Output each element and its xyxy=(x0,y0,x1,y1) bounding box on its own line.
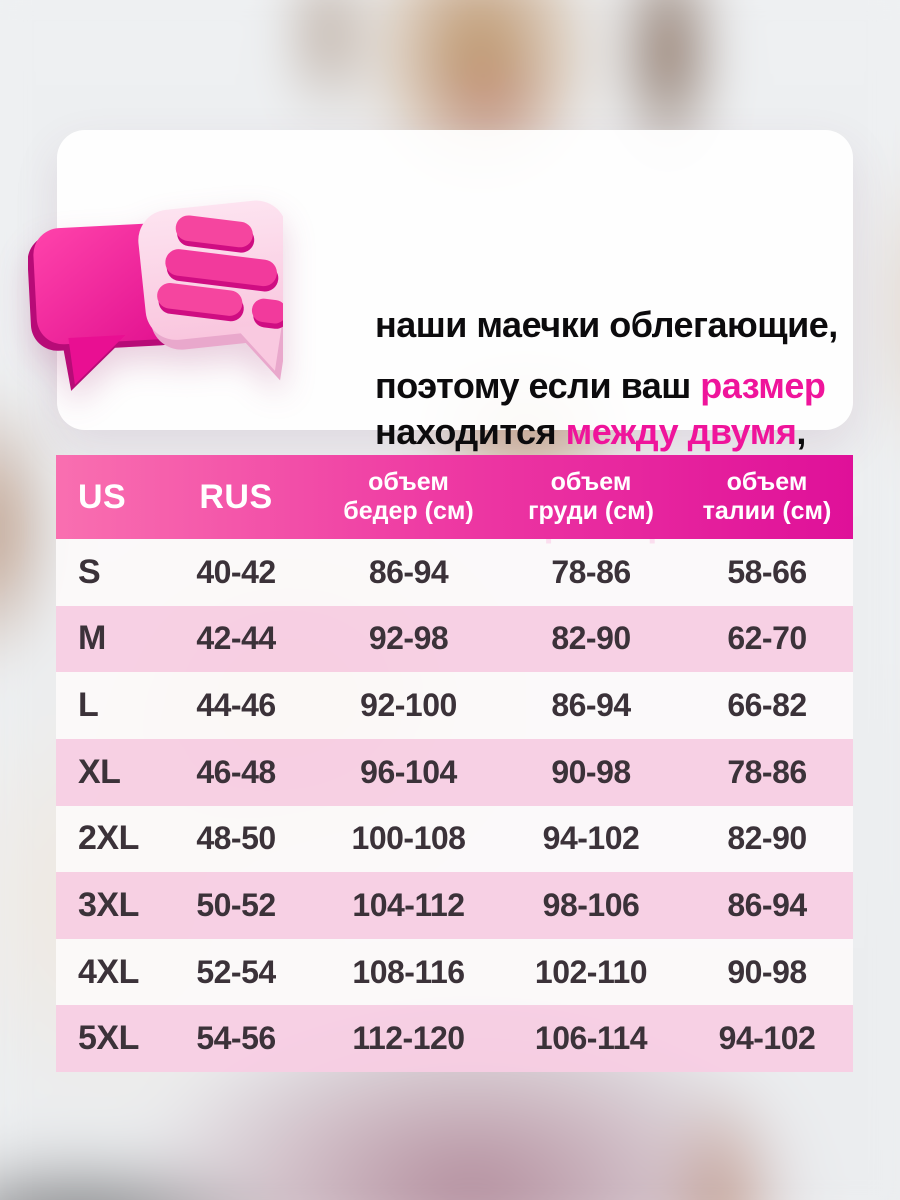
hips-cell: 108-116 xyxy=(352,953,465,990)
size-label-cell: 4XL xyxy=(78,952,139,991)
chest-cell: 106-114 xyxy=(534,1020,648,1057)
waist-cell: 66-82 xyxy=(727,687,807,724)
headline-black-text: наши маечки облегающие, xyxy=(375,304,838,345)
table-row: S 40-42 86-94 78-86 58-66 xyxy=(56,539,853,606)
size-label-cell: L xyxy=(78,686,99,725)
chest-cell: 94-102 xyxy=(542,820,640,857)
headline-black-text: поэтому если ваш xyxy=(375,365,701,406)
hips-cell: 104-112 xyxy=(352,886,465,923)
rus-size-cell: 42-44 xyxy=(196,620,276,657)
table-row: L 44-46 92-100 86-94 66-82 xyxy=(56,672,853,739)
chest-cell: 98-106 xyxy=(542,886,640,923)
header-waist: объем талии (см) xyxy=(702,468,832,525)
rus-size-cell: 54-56 xyxy=(196,1020,276,1057)
table-body: S 40-42 86-94 78-86 58-66 M 42-44 92-98 … xyxy=(56,539,853,1072)
header-chest: объем груди (см) xyxy=(528,468,654,525)
chest-cell: 82-90 xyxy=(551,620,631,657)
chest-cell: 102-110 xyxy=(534,953,648,990)
size-label-cell: 3XL xyxy=(78,885,139,924)
text-line-pills xyxy=(157,215,288,329)
size-label-cell: M xyxy=(78,619,106,658)
table-row: 5XL 54-56 112-120 106-114 94-102 xyxy=(56,1005,853,1072)
rus-size-cell: 40-42 xyxy=(196,553,276,590)
headline-pink-text: размер xyxy=(700,365,826,406)
hips-cell: 96-104 xyxy=(360,753,457,790)
waist-cell: 78-86 xyxy=(727,753,807,790)
chest-cell: 90-98 xyxy=(551,753,631,790)
table-row: 4XL 52-54 108-116 102-110 90-98 xyxy=(56,938,853,1006)
waist-cell: 90-98 xyxy=(727,953,807,990)
hips-cell: 92-98 xyxy=(368,620,449,657)
size-label-cell: 2XL xyxy=(78,819,139,858)
rus-size-cell: 50-52 xyxy=(196,886,276,923)
size-label-cell: S xyxy=(78,552,101,591)
rus-size-cell: 46-48 xyxy=(196,753,276,790)
header-us: US xyxy=(78,477,127,516)
size-table: US RUS объем бедер (см) объем груди (см) о… xyxy=(56,455,853,1072)
table-row: 2XL 48-50 100-108 94-102 82-90 xyxy=(56,805,853,873)
header-rus: RUS xyxy=(199,477,273,516)
waist-cell: 82-90 xyxy=(727,820,807,857)
table-header-row: US RUS объем бедер (см) объем груди (см) о… xyxy=(56,455,853,539)
headline-black-text: находится xyxy=(375,411,566,452)
chest-cell: 78-86 xyxy=(551,553,631,590)
hips-cell: 112-120 xyxy=(352,1020,465,1057)
chat-bubbles-icon xyxy=(27,178,300,393)
waist-cell: 94-102 xyxy=(718,1020,816,1057)
rus-size-cell: 48-50 xyxy=(196,820,276,857)
waist-cell: 62-70 xyxy=(727,620,807,657)
hips-cell: 92-100 xyxy=(360,687,457,724)
size-label-cell: 5XL xyxy=(78,1019,139,1058)
hips-cell: 100-108 xyxy=(351,820,466,857)
waist-cell: 58-66 xyxy=(727,553,807,590)
headline-pink-text: между двумя xyxy=(565,411,797,452)
table-row: XL 46-48 96-104 90-98 78-86 xyxy=(56,738,853,806)
headline-line-3: находится между двумя, xyxy=(375,409,895,455)
rus-size-cell: 52-54 xyxy=(196,953,276,990)
waist-cell: 86-94 xyxy=(727,886,807,923)
table-row: 3XL 50-52 104-112 98-106 86-94 xyxy=(56,872,853,939)
rus-size-cell: 44-46 xyxy=(196,687,276,724)
table-row: M 42-44 92-98 82-90 62-70 xyxy=(56,605,853,673)
headline-line-1: наши маечки облегающие, xyxy=(375,302,895,348)
size-label-cell: XL xyxy=(78,752,121,791)
hips-cell: 86-94 xyxy=(368,553,449,590)
chest-cell: 86-94 xyxy=(551,687,631,724)
headline-black-text: , xyxy=(796,411,806,452)
headline-line-2: поэтому если ваш размер xyxy=(375,363,895,409)
header-hips: объем бедер (см) xyxy=(343,468,474,525)
